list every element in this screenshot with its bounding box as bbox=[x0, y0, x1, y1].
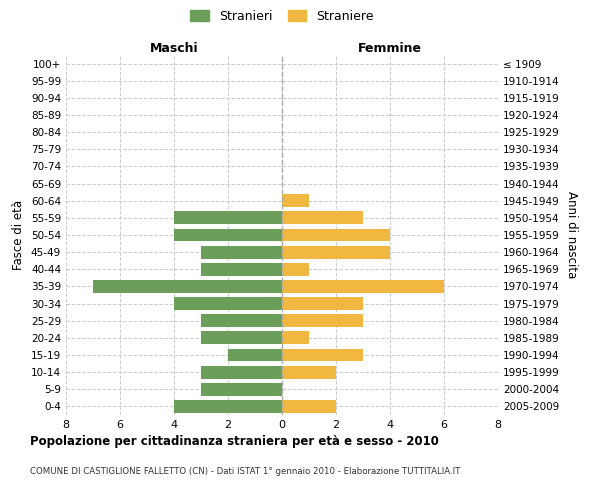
Bar bbox=[228, 348, 282, 362]
Bar bbox=[282, 246, 390, 258]
Bar bbox=[174, 212, 282, 224]
Bar bbox=[282, 263, 309, 276]
Bar bbox=[201, 366, 282, 378]
Bar bbox=[201, 383, 282, 396]
Text: Popolazione per cittadinanza straniera per età e sesso - 2010: Popolazione per cittadinanza straniera p… bbox=[30, 435, 439, 448]
Bar bbox=[282, 366, 336, 378]
Bar bbox=[201, 263, 282, 276]
Text: COMUNE DI CASTIGLIONE FALLETTO (CN) - Dati ISTAT 1° gennaio 2010 - Elaborazione : COMUNE DI CASTIGLIONE FALLETTO (CN) - Da… bbox=[30, 468, 460, 476]
Bar bbox=[282, 348, 363, 362]
Text: Femmine: Femmine bbox=[358, 42, 422, 55]
Bar bbox=[201, 332, 282, 344]
Bar bbox=[174, 297, 282, 310]
Y-axis label: Fasce di età: Fasce di età bbox=[13, 200, 25, 270]
Bar bbox=[282, 400, 336, 413]
Bar bbox=[282, 297, 363, 310]
Bar bbox=[93, 280, 282, 293]
Bar bbox=[282, 194, 309, 207]
Bar bbox=[174, 400, 282, 413]
Bar bbox=[201, 314, 282, 327]
Bar bbox=[201, 246, 282, 258]
Y-axis label: Anni di nascita: Anni di nascita bbox=[565, 192, 578, 278]
Bar bbox=[282, 212, 363, 224]
Bar bbox=[282, 228, 390, 241]
Bar bbox=[174, 228, 282, 241]
Bar bbox=[282, 314, 363, 327]
Legend: Stranieri, Straniere: Stranieri, Straniere bbox=[187, 6, 377, 26]
Bar bbox=[282, 332, 309, 344]
Text: Maschi: Maschi bbox=[149, 42, 199, 55]
Bar bbox=[282, 280, 444, 293]
